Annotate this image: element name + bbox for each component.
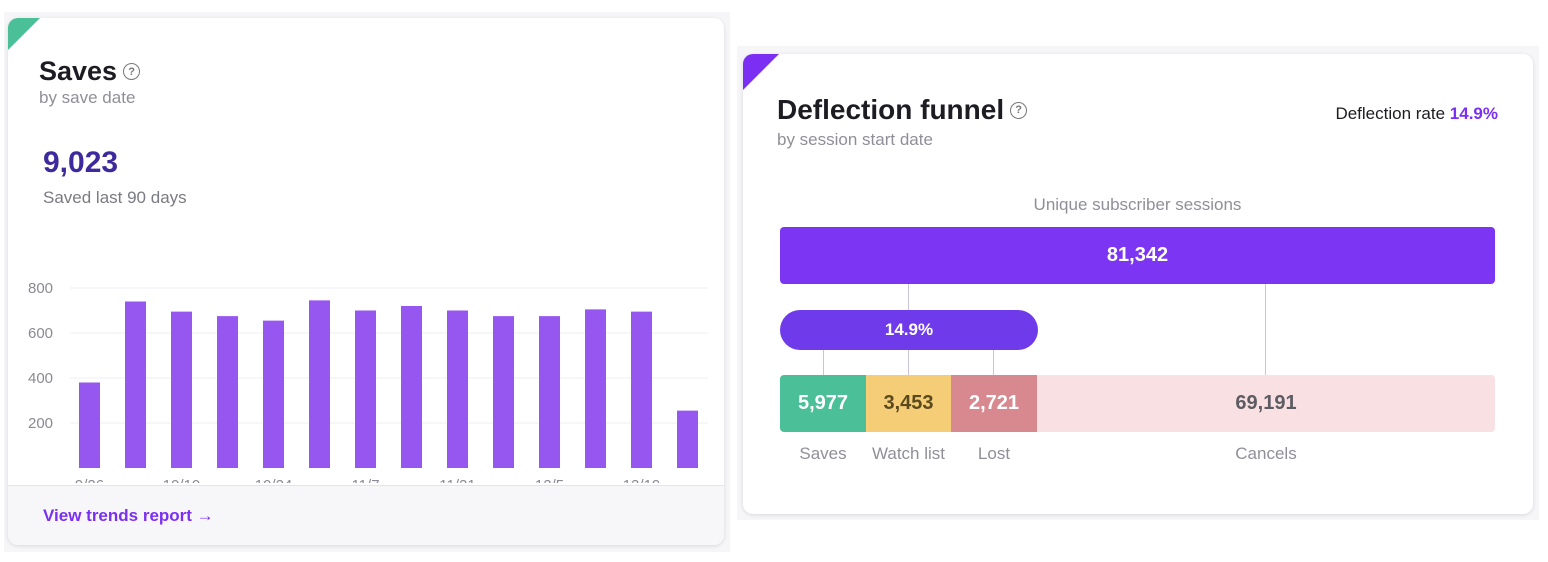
card-accent-corner bbox=[8, 18, 40, 50]
connector-line bbox=[823, 350, 824, 375]
chart-bar[interactable] bbox=[125, 301, 146, 469]
card-accent-corner bbox=[743, 54, 779, 90]
funnel-title: Deflection funnel bbox=[777, 94, 1005, 125]
saves-metric-caption: Saved last 90 days bbox=[43, 188, 187, 207]
segment-saves[interactable]: 5,977 bbox=[780, 375, 866, 432]
segment-cancels-value: 69,191 bbox=[1235, 392, 1297, 414]
connector-line bbox=[993, 350, 994, 375]
connector-line bbox=[908, 284, 909, 310]
connector-line bbox=[908, 350, 909, 375]
chart-bar[interactable] bbox=[585, 309, 606, 468]
deflection-funnel-card: Deflection funnel ? by session start dat… bbox=[743, 54, 1533, 514]
segment-label-saves: Saves bbox=[799, 444, 847, 463]
funnel-subtitle: by session start date bbox=[777, 130, 933, 149]
segment-label-lost: Lost bbox=[977, 444, 1011, 463]
chart-bar[interactable] bbox=[447, 310, 468, 469]
help-icon[interactable]: ? bbox=[123, 63, 141, 80]
segment-label-watch-list: Watch list bbox=[871, 444, 946, 463]
chart-bar[interactable] bbox=[79, 382, 100, 469]
segment-label-cancels: Cancels bbox=[1235, 444, 1297, 463]
x-tick-label: 9/26 bbox=[75, 477, 104, 483]
chart-bar[interactable] bbox=[677, 410, 698, 468]
saves-card-footer: View trends report → bbox=[8, 485, 724, 545]
chart-bar[interactable] bbox=[217, 316, 238, 468]
deflection-rate: Deflection rate 14.9% bbox=[1335, 104, 1498, 124]
chart-bar[interactable] bbox=[263, 320, 284, 468]
deflection-pill-value: 14.9% bbox=[884, 320, 934, 339]
segment-watch-list-value: 3,453 bbox=[883, 392, 934, 414]
x-tick-label: 11/7 bbox=[351, 477, 379, 483]
saves-title-row: Saves ? bbox=[39, 56, 141, 87]
segment-lost-value: 2,721 bbox=[968, 392, 1020, 414]
y-tick-label: 200 bbox=[28, 415, 53, 432]
view-trends-report-link[interactable]: View trends report → bbox=[43, 506, 214, 525]
funnel-total-bar[interactable]: 81,342 bbox=[780, 227, 1495, 284]
funnel-segment-row: 5,977 3,453 2,721 69,191 bbox=[780, 375, 1495, 432]
y-tick-label: 600 bbox=[28, 325, 53, 342]
chart-bar[interactable] bbox=[631, 311, 652, 468]
connector-line bbox=[1265, 284, 1266, 375]
chart-bar[interactable] bbox=[493, 316, 514, 468]
deflection-rate-value: 14.9% bbox=[1449, 104, 1498, 123]
x-tick-label: 10/10 bbox=[163, 477, 201, 483]
saves-bar-chart: 200 400 600 800 9/26 10/10 10/24 11/7 11/21 12/5 1… bbox=[28, 280, 708, 483]
saves-metric-value: 9,023 bbox=[43, 146, 119, 179]
funnel-total-value: 81,342 bbox=[1106, 244, 1169, 266]
chart-bar[interactable] bbox=[539, 316, 560, 468]
x-tick-label: 10/24 bbox=[255, 477, 293, 483]
segment-saves-value: 5,977 bbox=[797, 392, 849, 414]
x-tick-label: 11/21 bbox=[439, 477, 475, 483]
saves-title: Saves bbox=[39, 56, 118, 86]
funnel-total-label: Unique subscriber sessions bbox=[1033, 195, 1242, 214]
segment-lost[interactable]: 2,721 bbox=[951, 375, 1037, 432]
segment-cancels[interactable]: 69,191 bbox=[1037, 375, 1495, 432]
segment-watch-list[interactable]: 3,453 bbox=[866, 375, 951, 432]
x-tick-label: 12/5 bbox=[535, 477, 564, 483]
y-tick-label: 800 bbox=[28, 280, 53, 297]
funnel-title-row: Deflection funnel ? bbox=[777, 94, 1028, 126]
x-tick-label: 12/19 bbox=[623, 477, 661, 483]
saves-card: Saves ? by save date 9,023 Saved last 90… bbox=[8, 18, 724, 545]
help-icon[interactable]: ? bbox=[1010, 101, 1028, 119]
saves-subtitle: by save date bbox=[39, 88, 136, 107]
deflection-rate-label: Deflection rate bbox=[1335, 104, 1446, 123]
y-tick-label: 400 bbox=[28, 370, 53, 387]
chart-bar[interactable] bbox=[355, 310, 376, 469]
chart-bar[interactable] bbox=[309, 300, 330, 468]
chart-bar[interactable] bbox=[401, 306, 422, 468]
deflection-pill[interactable]: 14.9% bbox=[780, 310, 1038, 350]
chart-bar[interactable] bbox=[171, 311, 192, 468]
